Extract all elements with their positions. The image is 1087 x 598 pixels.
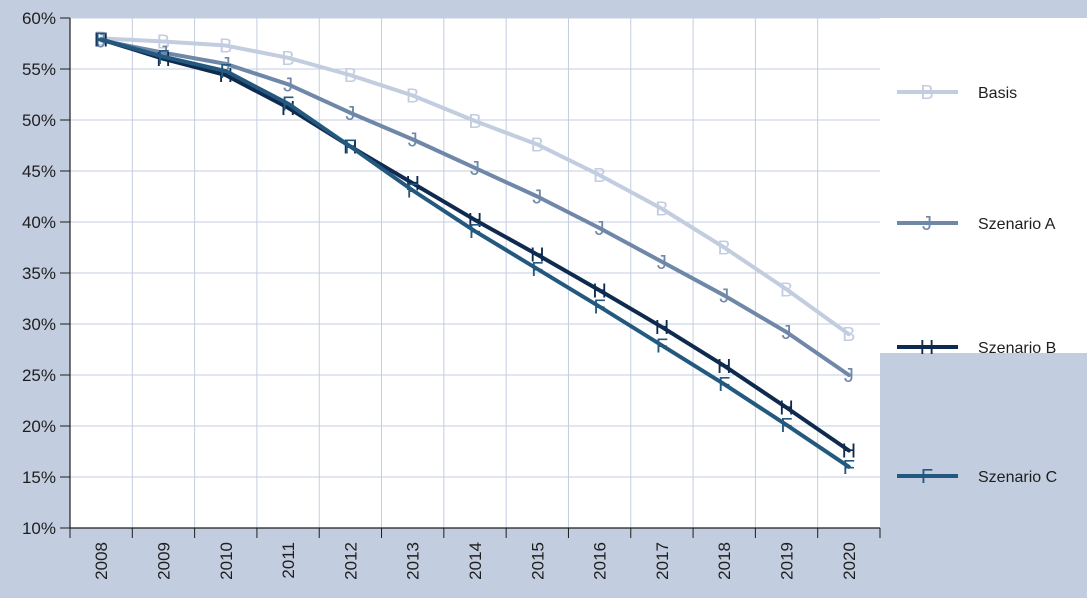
y-tick-label: 60% (22, 9, 56, 28)
data-point-marker: F (531, 259, 543, 281)
y-tick-label: 15% (22, 468, 56, 487)
data-point-marker: J (408, 129, 418, 151)
legend-marker: B (920, 82, 933, 104)
data-point-marker: F (594, 297, 606, 319)
data-point-marker: F (407, 180, 419, 202)
data-point-marker: J (158, 43, 168, 65)
data-point-marker: B (780, 279, 793, 301)
legend-marker: H (920, 337, 934, 359)
data-point-marker: J (283, 74, 293, 96)
y-tick-label: 35% (22, 264, 56, 283)
legend-item: F Szenario C (897, 466, 1057, 488)
data-point-marker: F (157, 47, 169, 69)
x-tick-label: 2008 (92, 542, 111, 580)
data-point-marker: B (655, 199, 668, 221)
x-tick-label: 2011 (279, 542, 298, 579)
data-point-marker: J (345, 103, 355, 125)
series-line (99, 36, 851, 337)
data-point-marker: F (780, 415, 792, 437)
data-point-marker: J (532, 187, 542, 209)
data-point-marker: B (842, 324, 855, 346)
legend-marker: J (922, 213, 932, 235)
x-tick-label: 2016 (591, 542, 610, 580)
legend-label: Basis (978, 85, 1017, 102)
y-tick-label: 25% (22, 366, 56, 385)
data-point-marker: H (779, 398, 793, 420)
data-point-marker: J (595, 218, 605, 240)
y-tick-label: 10% (22, 519, 56, 538)
data-point-marker: B (593, 165, 606, 187)
x-tick-label: 2012 (341, 542, 360, 580)
legend: B Basis J Szenario A H Szenario B F Szenario C (897, 82, 1057, 488)
data-point-marker: B (468, 111, 481, 133)
data-point-marker: J (844, 365, 854, 387)
y-tick-label: 50% (22, 111, 56, 130)
legend-item: J Szenario A (897, 213, 1056, 235)
data-point-marker: F (718, 374, 730, 396)
x-tick-label: 2020 (840, 542, 859, 580)
data-point-marker: J (657, 252, 667, 274)
data-point-marker: F (282, 94, 294, 116)
data-point-marker: B (281, 48, 294, 70)
data-point-marker: H (717, 356, 731, 378)
data-point-marker: J (470, 158, 480, 180)
axes: 10% 15% 20% 25% 30% 35% 40% 45% 50% 55% 60% 2008 200… (22, 9, 881, 580)
data-point-marker: J (221, 54, 231, 76)
legend-label: Szenario C (978, 469, 1057, 486)
x-tick-label: 2013 (404, 542, 423, 580)
y-tick-label: 40% (22, 213, 56, 232)
legend-label: Szenario A (978, 216, 1056, 233)
data-point-marker: B (219, 36, 232, 58)
series-line (99, 37, 851, 469)
legend-marker: F (921, 466, 933, 488)
data-point-marker: J (719, 285, 729, 307)
data-point-marker: B (344, 65, 357, 87)
y-tick-label: 45% (22, 162, 56, 181)
data-point-marker: H (530, 245, 544, 267)
series-szenario-c: F F F F F F F F F F F F F (95, 29, 855, 478)
data-point-marker: F (95, 29, 107, 51)
x-tick-label: 2018 (715, 542, 734, 580)
data-point-marker: F (220, 61, 232, 83)
data-point-marker: B (406, 86, 419, 108)
data-point-marker: B (157, 31, 170, 53)
legend-label: Szenario B (978, 340, 1056, 357)
legend-box (880, 18, 1087, 353)
data-point-marker: J (782, 322, 792, 344)
legend-item: B Basis (897, 82, 1017, 104)
x-tick-label: 2019 (778, 542, 797, 580)
y-tick-label: 20% (22, 417, 56, 436)
data-point-marker: H (842, 440, 856, 462)
data-point-marker: B (718, 238, 731, 260)
x-tick-label: 2015 (528, 542, 547, 580)
series-line (99, 37, 851, 453)
x-tick-label: 2014 (466, 542, 485, 580)
x-tick-label: 2010 (217, 542, 236, 580)
x-tick-label: 2009 (154, 542, 173, 580)
series-line (99, 38, 851, 377)
series-group: B B BBBBBBBBBBBJJJJJJJJJJJJJHHHHHHHHHHHHHF… (94, 28, 856, 478)
legend-item: H Szenario B (897, 337, 1056, 359)
data-point-marker: H (655, 317, 669, 339)
data-point-marker: F (843, 457, 855, 479)
data-point-marker: F (344, 137, 356, 159)
y-tick-label: 55% (22, 60, 56, 79)
data-point-marker: B (531, 134, 544, 156)
data-point-marker: F (469, 221, 481, 243)
x-tick-label: 2017 (653, 542, 672, 580)
data-point-marker: H (592, 280, 606, 302)
y-tick-label: 30% (22, 315, 56, 334)
data-point-marker: F (656, 335, 668, 357)
